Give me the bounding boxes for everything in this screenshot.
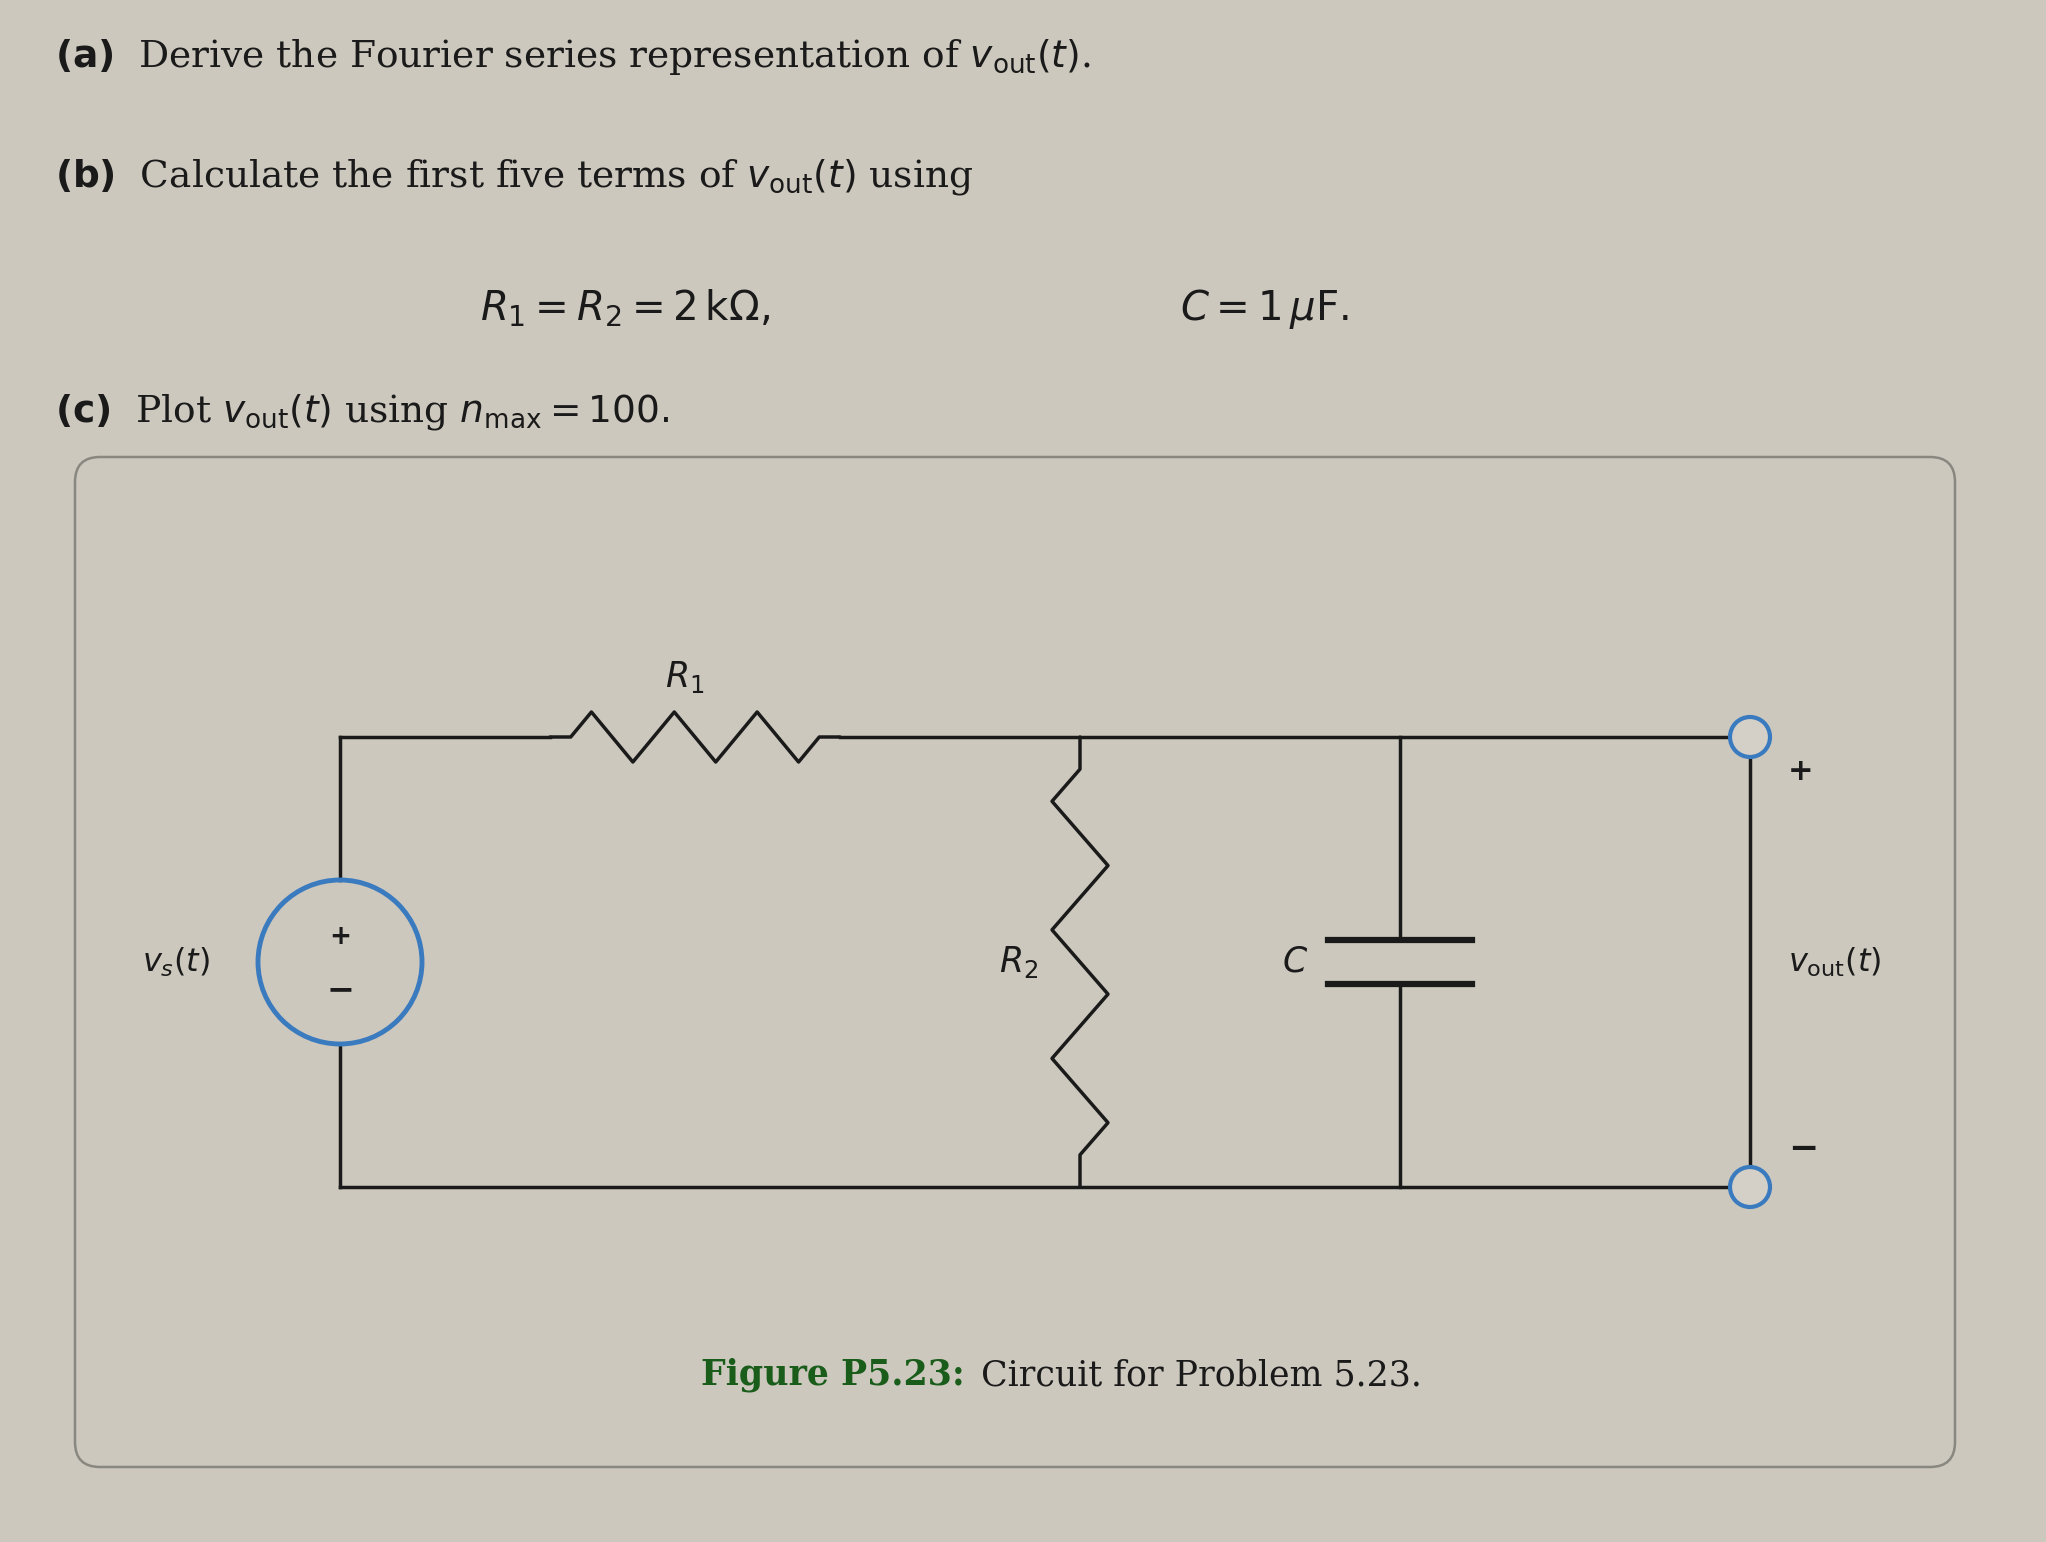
Text: $\mathbf{(b)}$  Calculate the first five terms of $v_{\mathrm{out}}(t)$ using: $\mathbf{(b)}$ Calculate the first five … [55, 157, 974, 197]
Circle shape [1731, 1167, 1770, 1207]
Text: $\mathbf{(c)}$  Plot $v_{\mathrm{out}}(t)$ using $n_{\mathrm{max}} = 100.$: $\mathbf{(c)}$ Plot $v_{\mathrm{out}}(t)… [55, 392, 669, 432]
Text: $\mathbf{(a)}$  Derive the Fourier series representation of $v_{\mathrm{out}}(t): $\mathbf{(a)}$ Derive the Fourier series… [55, 37, 1091, 77]
Text: Circuit for Problem 5.23.: Circuit for Problem 5.23. [970, 1359, 1422, 1392]
Text: $v_{\mathrm{out}}(t)$: $v_{\mathrm{out}}(t)$ [1788, 945, 1880, 979]
Text: $C$: $C$ [1283, 945, 1307, 979]
Text: −: − [325, 973, 354, 1007]
Circle shape [1731, 717, 1770, 757]
Text: +: + [1788, 757, 1813, 786]
Text: $R_2$: $R_2$ [998, 944, 1037, 981]
Text: −: − [1788, 1132, 1819, 1166]
Text: $R_1$: $R_1$ [665, 658, 704, 695]
Text: $C = 1\,\mu\mathrm{F}.$: $C = 1\,\mu\mathrm{F}.$ [1181, 287, 1348, 332]
Text: Figure P5.23:: Figure P5.23: [702, 1357, 966, 1392]
FancyBboxPatch shape [76, 456, 1956, 1466]
Text: $v_s(t)$: $v_s(t)$ [141, 945, 211, 979]
Text: +: + [329, 924, 352, 950]
Text: $R_1 = R_2 = 2\,\mathrm{k\Omega},$: $R_1 = R_2 = 2\,\mathrm{k\Omega},$ [481, 287, 769, 328]
